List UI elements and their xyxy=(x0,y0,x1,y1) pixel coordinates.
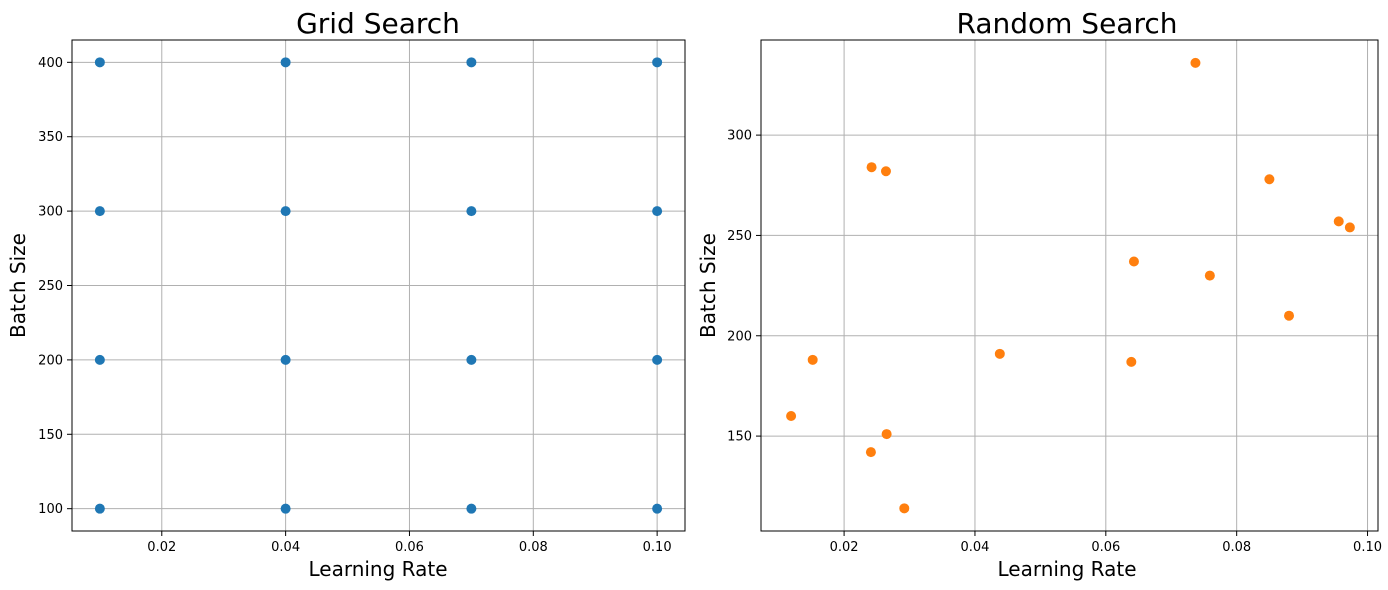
grid-search-point xyxy=(466,503,477,514)
random-search-y-tick-label: 200 xyxy=(727,329,752,344)
grid-search-title: Grid Search xyxy=(296,7,460,40)
random-search-point xyxy=(1284,310,1295,321)
random-search-y-tick-label: 250 xyxy=(727,229,752,244)
random-search-x-tick-label: 0.02 xyxy=(830,540,859,555)
grid-search-point xyxy=(466,57,477,68)
random-search-point xyxy=(1126,356,1137,367)
random-search-point xyxy=(1333,216,1344,227)
grid-search-point xyxy=(94,206,105,217)
random-search-ticks: 0.02 0.04 0.06 0.08 0.10 150 200 250 300 xyxy=(727,129,1382,555)
grid-search-point xyxy=(94,503,105,514)
grid-search-point xyxy=(280,206,291,217)
random-search-x-tick-label: 0.10 xyxy=(1353,540,1382,555)
random-search-y-axis-label: Batch Size xyxy=(696,233,720,338)
random-search-point xyxy=(1344,222,1355,233)
random-search-point xyxy=(880,166,891,177)
random-search-x-axis-label: Learning Rate xyxy=(997,557,1136,581)
grid-search-point xyxy=(94,57,105,68)
random-search-y-tick-label: 300 xyxy=(727,129,752,144)
grid-search-point xyxy=(466,206,477,217)
random-search-point xyxy=(1204,270,1215,281)
grid-search-gridlines xyxy=(72,40,685,531)
random-search-x-tick-label: 0.08 xyxy=(1222,540,1251,555)
grid-search-y-tick-label: 200 xyxy=(38,353,63,368)
random-search-point xyxy=(866,162,877,173)
random-search-x-tick-label: 0.04 xyxy=(960,540,989,555)
grid-search-y-tick-label: 250 xyxy=(38,279,63,294)
grid-search-panel: Grid Search 0.02 0.04 0.06 0.08 0.10 100 150 20… xyxy=(6,7,686,581)
grid-search-x-tick-label: 0.08 xyxy=(519,540,548,555)
random-search-y-tick-label: 150 xyxy=(727,430,752,445)
grid-search-y-tick-label: 300 xyxy=(38,205,63,220)
random-search-point xyxy=(786,411,797,422)
grid-search-point xyxy=(652,206,663,217)
grid-search-x-tick-label: 0.10 xyxy=(643,540,672,555)
random-search-panel: Random Search 0.02 0.04 0.06 0.08 0.10 150 200… xyxy=(696,7,1382,581)
random-search-point xyxy=(1190,57,1201,68)
random-search-axes-frame xyxy=(760,39,1379,532)
grid-search-point xyxy=(466,354,477,365)
grid-search-point xyxy=(652,354,663,365)
grid-search-x-tick-label: 0.06 xyxy=(395,540,424,555)
grid-search-point xyxy=(652,57,663,68)
grid-search-y-tick-label: 150 xyxy=(38,428,63,443)
grid-search-point xyxy=(94,354,105,365)
random-search-point xyxy=(865,447,876,458)
grid-search-point xyxy=(280,503,291,514)
grid-search-point xyxy=(280,354,291,365)
random-search-x-tick-label: 0.06 xyxy=(1091,540,1120,555)
grid-search-point xyxy=(280,57,291,68)
grid-search-x-tick-label: 0.02 xyxy=(147,540,176,555)
grid-search-point xyxy=(652,503,663,514)
grid-search-y-axis-label: Batch Size xyxy=(6,233,30,338)
random-search-point xyxy=(881,429,892,440)
random-search-point xyxy=(899,503,910,514)
grid-search-points xyxy=(94,57,663,514)
random-search-point xyxy=(807,354,818,365)
random-search-title: Random Search xyxy=(956,7,1177,40)
random-search-point xyxy=(1264,174,1275,185)
grid-search-y-tick-label: 400 xyxy=(38,56,63,71)
random-search-point xyxy=(994,348,1005,359)
grid-search-ticks: 0.02 0.04 0.06 0.08 0.10 100 150 200 250 300 350 40… xyxy=(38,56,671,555)
grid-search-x-axis-label: Learning Rate xyxy=(308,557,447,581)
grid-search-y-tick-label: 350 xyxy=(38,130,63,145)
random-search-point xyxy=(1128,256,1139,267)
random-search-gridlines xyxy=(761,40,1378,531)
grid-search-x-tick-label: 0.04 xyxy=(271,540,300,555)
grid-search-y-tick-label: 100 xyxy=(38,502,63,517)
random-search-points xyxy=(786,57,1355,514)
